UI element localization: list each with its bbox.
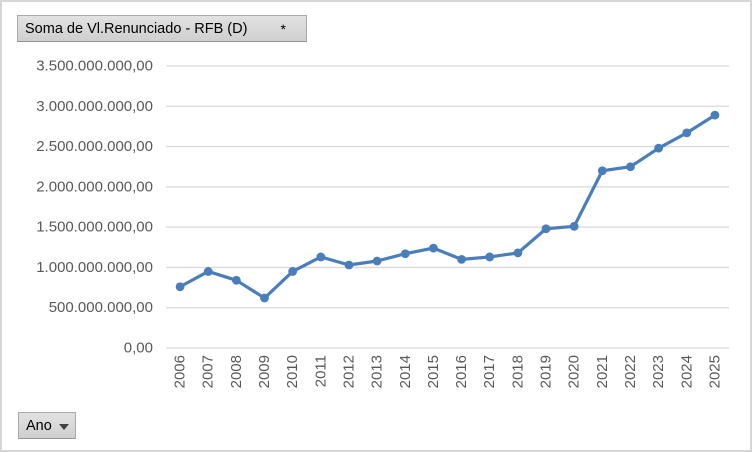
data-point[interactable]	[457, 254, 466, 264]
y-axis-label: 1.000.000.000,00	[36, 259, 153, 276]
x-axis-label: 2023	[650, 355, 667, 388]
data-point[interactable]	[288, 267, 298, 276]
data-point[interactable]	[597, 166, 607, 176]
y-axis-label: 2.000.000.000,00	[36, 178, 153, 195]
dropdown-arrow-icon[interactable]	[59, 423, 69, 430]
data-point[interactable]	[710, 110, 720, 120]
data-point[interactable]	[400, 249, 410, 259]
x-axis-label: 2021	[594, 355, 611, 388]
data-point[interactable]	[316, 252, 326, 262]
x-axis-label: 2007	[200, 355, 217, 388]
data-point[interactable]	[569, 221, 579, 231]
data-point[interactable]	[260, 293, 269, 303]
data-point[interactable]	[654, 143, 664, 153]
data-series-line[interactable]	[178, 113, 717, 300]
data-point[interactable]	[203, 267, 213, 276]
y-axis-labels-group: 0,00 500.000.000,00 1.000.000.000,00 1.500.…	[36, 58, 153, 357]
data-point[interactable]	[541, 224, 551, 234]
x-axis-label: 2010	[284, 355, 301, 388]
x-axis-label: 2019	[538, 355, 555, 388]
x-axis-label: 2025	[706, 355, 723, 388]
data-point[interactable]	[682, 128, 692, 138]
x-axis-labels-group: 2006 2007 2008 2009 2010 2011 2012 2013 2014 2015…	[172, 355, 724, 388]
data-point[interactable]	[372, 256, 382, 266]
data-point[interactable]	[485, 252, 495, 262]
data-point[interactable]	[429, 243, 438, 253]
x-axis-label: 2014	[397, 355, 414, 388]
x-axis-label: 2012	[340, 355, 357, 388]
filter-indicator: *	[280, 20, 286, 37]
y-axis-label: 2.500.000.000,00	[36, 138, 153, 155]
data-point[interactable]	[626, 162, 635, 172]
x-axis-label: 2006	[172, 355, 189, 388]
x-axis-label: 2020	[566, 355, 583, 388]
x-axis-label: 2016	[453, 355, 470, 388]
data-series-group	[175, 110, 720, 303]
x-axis-label: 2013	[369, 355, 386, 388]
x-axis-label: 2017	[481, 355, 498, 388]
x-axis-label: 2008	[228, 355, 245, 388]
x-axis-label: 2015	[425, 355, 442, 388]
x-axis-label: 2024	[678, 355, 695, 388]
x-axis-label: 2011	[312, 355, 329, 387]
x-axis-label: 2022	[622, 355, 639, 388]
pivot-value-field-label: Soma de Vl.Renunciado - RFB (D)	[25, 20, 248, 37]
gridlines-group	[166, 65, 729, 349]
y-axis-label: 3.500.000.000,00	[36, 58, 153, 75]
y-axis-label: 1.500.000.000,00	[36, 219, 153, 236]
x-axis-label: 2009	[256, 355, 273, 388]
y-axis-label: 0,00	[124, 340, 153, 357]
x-axis-label: 2018	[509, 355, 526, 388]
y-axis-label: 500.000.000,00	[49, 299, 153, 316]
data-point[interactable]	[344, 260, 354, 270]
pivot-value-field-button[interactable]: Soma de Vl.Renunciado - RFB (D) *	[17, 15, 307, 42]
data-point[interactable]	[175, 282, 185, 292]
y-axis-label: 3.000.000.000,00	[36, 98, 153, 115]
data-point[interactable]	[513, 248, 523, 258]
pivot-axis-field-button-ano[interactable]: Ano	[18, 412, 76, 439]
pivot-axis-field-label: Ano	[26, 417, 52, 434]
data-point[interactable]	[231, 275, 241, 285]
